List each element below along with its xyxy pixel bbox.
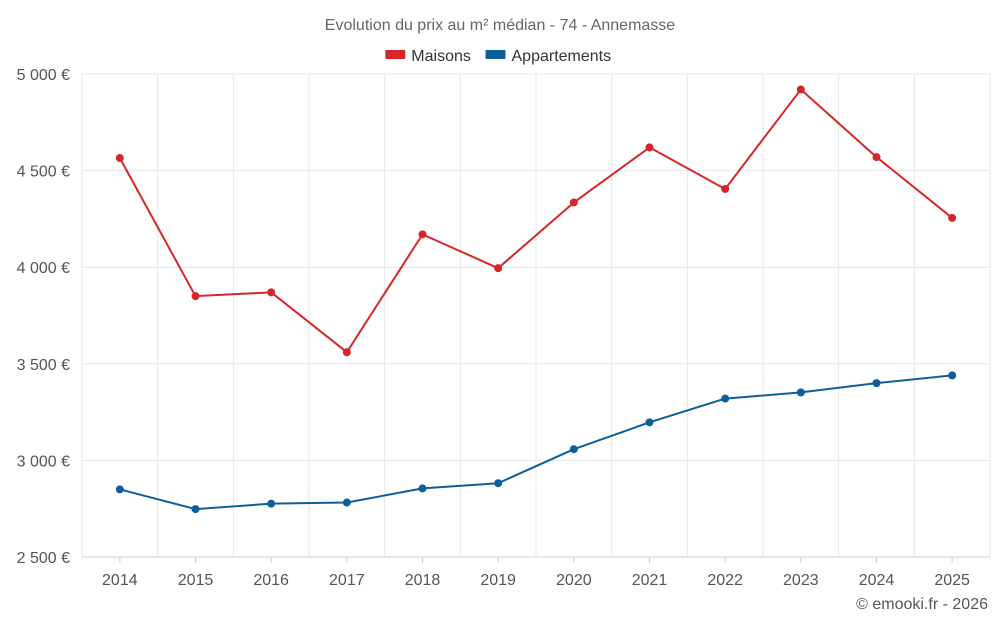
x-tick-label: 2023 xyxy=(783,572,819,589)
x-tick-label: 2014 xyxy=(102,572,138,589)
data-point-appartements[interactable] xyxy=(796,388,805,397)
x-tick-label: 2019 xyxy=(480,572,516,589)
data-point-appartements[interactable] xyxy=(948,371,957,380)
series-line-maisons xyxy=(118,88,953,354)
data-point-maisons[interactable] xyxy=(796,85,805,94)
y-tick-label: 4 500 € xyxy=(17,164,70,181)
data-point-maisons[interactable] xyxy=(645,143,654,152)
x-tick-label: 2017 xyxy=(329,572,365,589)
data-point-maisons[interactable] xyxy=(191,292,200,301)
series-layer xyxy=(115,85,957,514)
data-point-maisons[interactable] xyxy=(569,198,578,207)
data-point-maisons[interactable] xyxy=(115,154,124,163)
data-point-appartements[interactable] xyxy=(115,485,124,494)
x-tick-label: 2015 xyxy=(178,572,214,589)
chart-title: Evolution du prix au m² médian - 74 - An… xyxy=(325,17,676,34)
data-point-maisons[interactable] xyxy=(948,213,957,222)
y-tick-label: 3 000 € xyxy=(17,453,70,470)
y-tick-label: 4 000 € xyxy=(17,260,70,277)
x-axis: 2014 2015 2016 2017 2018 2019 2020 2021 2022 2023… xyxy=(102,557,970,589)
grid xyxy=(81,73,991,558)
legend-label-maisons: Maisons xyxy=(411,48,471,65)
data-point-appartements[interactable] xyxy=(267,499,276,508)
y-tick-label: 3 500 € xyxy=(17,357,70,374)
series-line-appartements xyxy=(119,374,953,511)
legend-swatch-maisons xyxy=(385,50,406,59)
data-point-appartements[interactable] xyxy=(645,418,654,427)
data-point-maisons[interactable] xyxy=(872,153,881,162)
x-tick-label: 2024 xyxy=(859,572,895,589)
x-tick-label: 2020 xyxy=(556,572,592,589)
x-tick-label: 2016 xyxy=(253,572,289,589)
x-tick-label: 2022 xyxy=(707,572,743,589)
data-point-maisons[interactable] xyxy=(721,184,730,193)
y-tick-label: 2 500 € xyxy=(17,550,70,567)
x-tick-label: 2021 xyxy=(632,572,668,589)
data-point-appartements[interactable] xyxy=(342,498,351,507)
data-point-maisons[interactable] xyxy=(494,264,503,273)
x-tick-label: 2025 xyxy=(934,572,970,589)
y-axis: 2 500 € 3 000 € 3 500 € 4 000 € 4 500 € 5 000… xyxy=(17,67,70,567)
legend-item-appartements[interactable]: Appartements xyxy=(485,48,612,65)
legend-label-appartements: Appartements xyxy=(512,48,612,65)
data-point-appartements[interactable] xyxy=(494,479,503,488)
data-point-maisons[interactable] xyxy=(342,348,351,357)
credit-text: © emooki.fr - 2026 xyxy=(856,596,988,613)
data-point-maisons[interactable] xyxy=(418,230,427,239)
data-point-appartements[interactable] xyxy=(872,379,881,388)
data-point-appartements[interactable] xyxy=(721,394,730,403)
data-point-appartements[interactable] xyxy=(569,445,578,454)
data-point-appartements[interactable] xyxy=(418,484,427,493)
series-appartements xyxy=(115,371,957,514)
data-point-maisons[interactable] xyxy=(267,288,276,297)
legend-swatch-appartements xyxy=(485,50,506,59)
legend: Maisons Appartements xyxy=(385,48,611,65)
y-tick-label: 5 000 € xyxy=(17,67,70,84)
series-maisons xyxy=(115,85,957,357)
data-point-appartements[interactable] xyxy=(191,505,200,514)
x-tick-label: 2018 xyxy=(405,572,441,589)
legend-item-maisons[interactable]: Maisons xyxy=(385,48,471,65)
